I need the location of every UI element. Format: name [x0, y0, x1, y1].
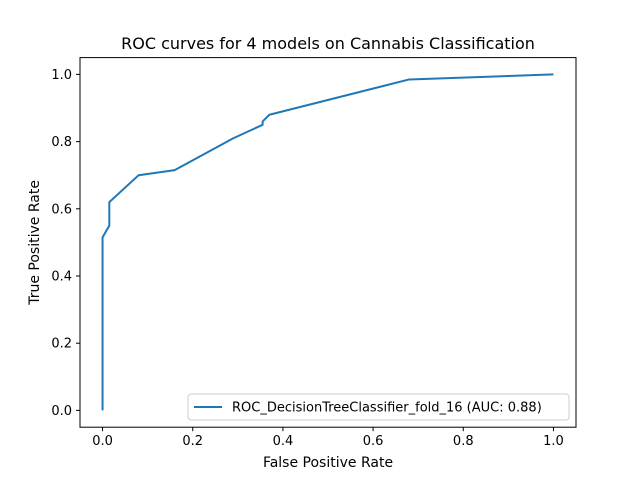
x-tick-label: 1.0	[543, 434, 564, 449]
roc-curve-series-0	[101, 73, 554, 411]
y-tick-label: 0.8	[51, 135, 72, 150]
x-axis-ticks: 0.0 0.2 0.4 0.6 0.8 1.0	[92, 427, 564, 449]
legend-entry-label: ROC_DecisionTreeClassifier_fold_16 (AUC:…	[232, 401, 542, 416]
y-axis-label: True Positive Rate	[27, 180, 43, 306]
y-tick-label: 0.0	[51, 404, 72, 419]
legend: ROC_DecisionTreeClassifier_fold_16 (AUC:…	[187, 393, 570, 421]
x-tick-label: 0.8	[453, 434, 474, 449]
y-tick-label: 1.0	[51, 68, 72, 83]
x-axis-label: False Positive Rate	[263, 455, 393, 471]
x-tick-label: 0.2	[182, 434, 203, 449]
y-tick-label: 0.2	[51, 337, 72, 352]
plot-area	[80, 57, 576, 428]
y-axis-ticks: 0.0 0.2 0.4 0.6 0.8 1.0	[51, 68, 80, 419]
legend-box	[187, 393, 570, 421]
x-tick-label: 0.6	[363, 434, 384, 449]
plot-frame	[79, 57, 577, 428]
x-tick-label: 0.4	[273, 434, 294, 449]
chart-title: ROC curves for 4 models on Cannabis Clas…	[121, 34, 535, 53]
y-tick-label: 0.6	[51, 202, 72, 217]
x-tick-label: 0.0	[92, 434, 113, 449]
y-tick-label: 0.4	[51, 270, 72, 285]
series-lines	[101, 73, 554, 411]
